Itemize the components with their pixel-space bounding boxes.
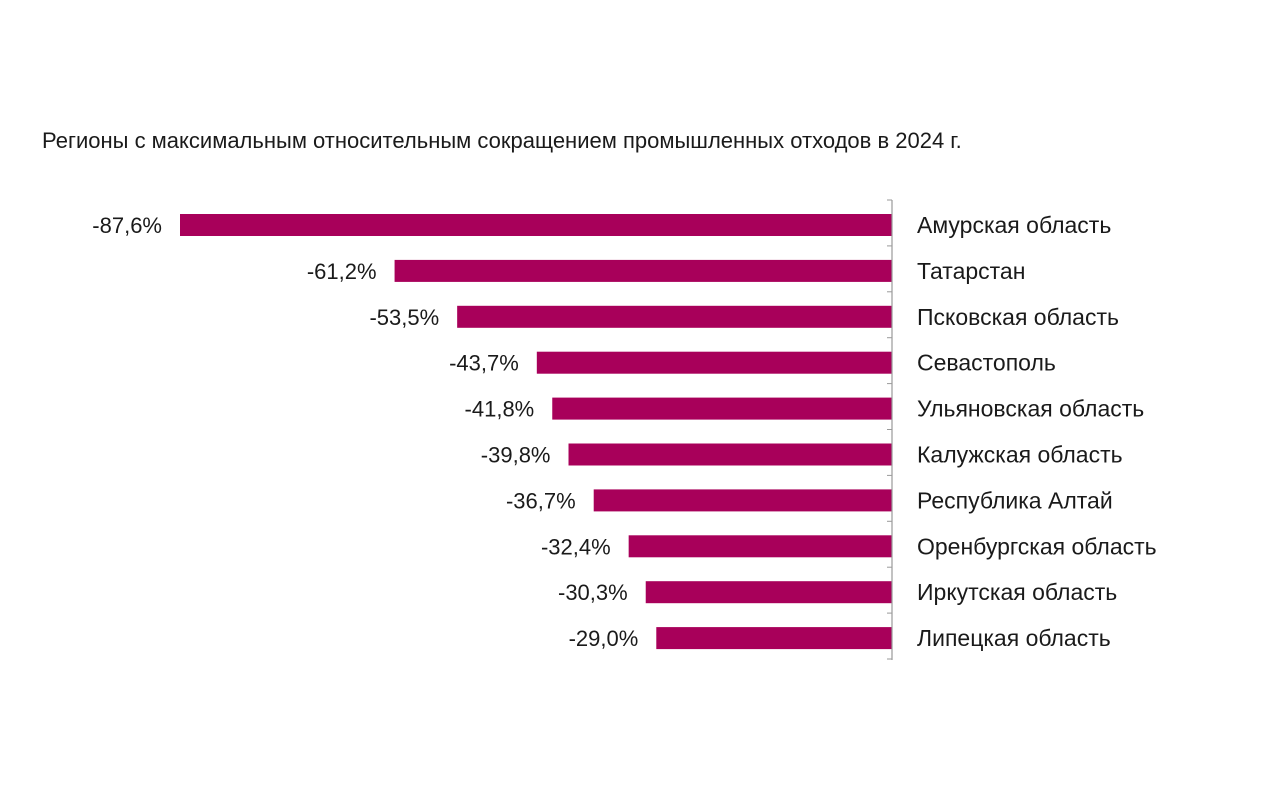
category-label: Амурская область (917, 212, 1111, 238)
bar (656, 627, 892, 650)
category-label: Липецкая область (917, 625, 1111, 651)
bar (628, 535, 892, 558)
bar (593, 489, 892, 512)
category-label: Калужская область (917, 442, 1123, 468)
chart-title: Регионы с максимальным относительным сок… (42, 128, 962, 153)
value-label: -30,3% (558, 580, 628, 605)
bar (536, 351, 892, 374)
bar (645, 581, 892, 604)
bars-layer (180, 214, 892, 650)
category-label: Оренбургская область (917, 533, 1157, 559)
value-label: -36,7% (506, 488, 576, 513)
bar (552, 397, 892, 420)
axis-layer (887, 199, 893, 660)
bar (180, 214, 892, 236)
category-label: Татарстан (917, 258, 1025, 284)
value-label: -39,8% (481, 443, 551, 468)
value-label: -61,2% (307, 259, 377, 284)
category-label: Иркутская область (917, 579, 1117, 605)
value-label: -29,0% (569, 626, 639, 651)
category-label: Псковская область (917, 304, 1119, 330)
value-label: -87,6% (92, 213, 162, 238)
value-label: -32,4% (541, 534, 611, 559)
category-label: Республика Алтай (917, 487, 1113, 513)
category-label: Ульяновская область (917, 396, 1144, 422)
value-label: -53,5% (369, 305, 439, 330)
labels-layer: -87,6% Амурская область -61,2% Татарстан -53… (92, 212, 1156, 651)
bar (394, 259, 892, 282)
bar (568, 443, 892, 466)
value-label: -43,7% (449, 351, 519, 376)
category-label: Севастополь (917, 350, 1056, 376)
bar (457, 305, 892, 328)
value-label: -41,8% (465, 397, 535, 422)
